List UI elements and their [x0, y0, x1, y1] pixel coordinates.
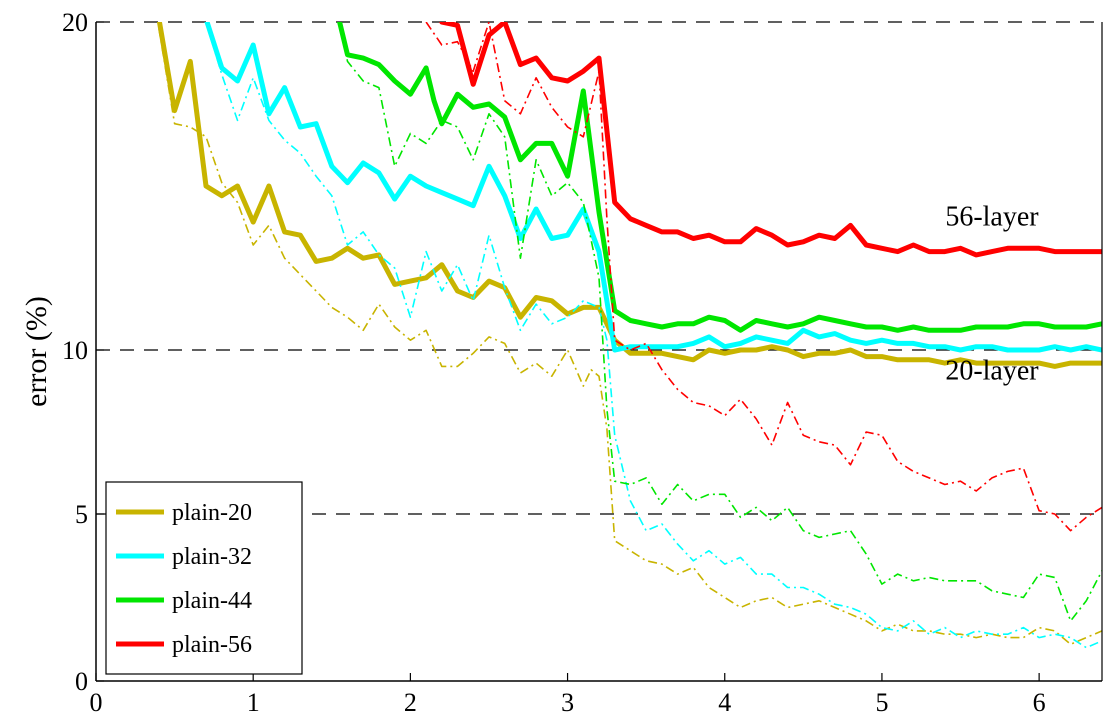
annotations: 56-layer 20-layer: [945, 201, 1039, 386]
legend-label-plain-56: plain-56: [172, 632, 252, 658]
legend: plain-20 plain-32 plain-44 plain-56: [105, 481, 303, 675]
axes: 0 1 2 3 4 5 6 0 5 10 20 error (%): [20, 8, 1103, 717]
series-lines: [156, 22, 1102, 649]
x-tick-label-3: 3: [561, 688, 574, 717]
x-tick-label-1: 1: [247, 688, 260, 717]
plain-44-train-line: [338, 22, 1102, 622]
legend-label-plain-32: plain-32: [172, 544, 252, 570]
y-tick-label-5: 5: [75, 500, 88, 529]
annotation-56-layer: 56-layer: [945, 201, 1039, 232]
y-axis-label: error (%): [20, 296, 53, 407]
grid-lines: [96, 21, 1102, 515]
x-tick-label-5: 5: [875, 688, 888, 717]
plain-20-train-line: [158, 28, 1102, 646]
x-tick-label-4: 4: [718, 688, 731, 717]
plain-20-test-line: [156, 22, 1102, 369]
plain-32-test-line: [204, 22, 1102, 353]
plain-32-train-line: [205, 22, 1102, 649]
legend-label-plain-20: plain-20: [172, 500, 252, 526]
x-tick-label-6: 6: [1033, 688, 1046, 717]
plain-56-train-line: [425, 22, 1102, 532]
y-tick-label-0: 0: [75, 667, 88, 696]
y-tick-label-10: 10: [62, 336, 88, 365]
plain-56-test-line: [439, 22, 1102, 258]
x-tick-label-2: 2: [404, 688, 417, 717]
x-tick-label-0: 0: [90, 688, 103, 717]
y-tick-label-20: 20: [62, 8, 88, 37]
legend-label-plain-44: plain-44: [172, 588, 252, 614]
annotation-20-layer: 20-layer: [945, 356, 1039, 387]
plain-44-test-line: [337, 22, 1102, 333]
